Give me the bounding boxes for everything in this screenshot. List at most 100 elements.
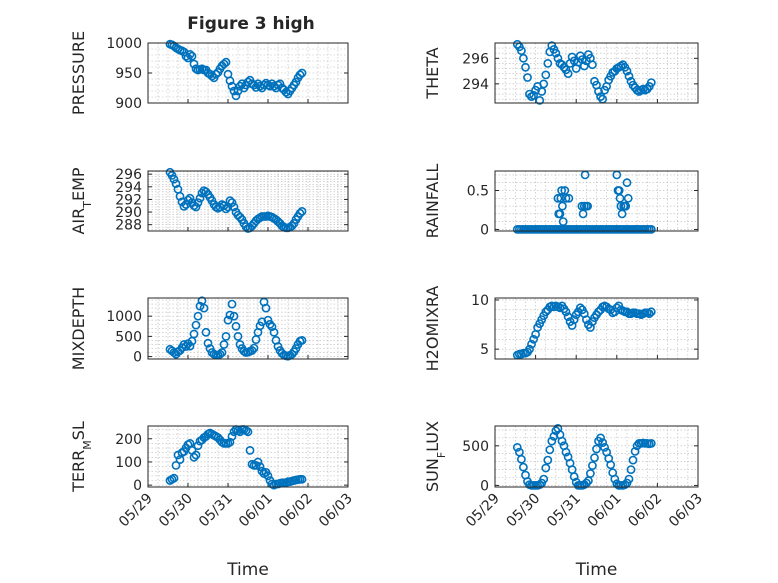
data-point: [630, 446, 640, 456]
x-axis-label: Time: [226, 560, 269, 580]
data-point: [231, 91, 241, 101]
x-tick-label: 06/03: [666, 491, 706, 531]
data-point: [275, 79, 285, 89]
data-point: [598, 438, 607, 447]
data-point: [185, 341, 195, 351]
figure-title: Figure 3 high: [187, 14, 315, 34]
data-point: [569, 56, 579, 66]
y-tick-label: 294: [462, 77, 489, 93]
x-tick-label: 05/30: [504, 491, 544, 531]
data-point: [257, 317, 267, 327]
data-point: [624, 474, 634, 484]
data-point: [191, 202, 201, 212]
data-point: [529, 334, 538, 344]
data-point: [297, 68, 307, 78]
data-point: [269, 327, 279, 337]
data-point: [586, 469, 595, 478]
axes-box: [494, 42, 699, 104]
y-axis-label: SUNFLUX: [423, 421, 448, 492]
data-point: [189, 452, 199, 462]
data-point: [169, 174, 179, 184]
data-point: [255, 462, 265, 471]
data-point: [620, 480, 630, 489]
y-tick-label: 1000: [106, 309, 142, 325]
data-point: [169, 473, 179, 483]
data-point: [561, 307, 571, 317]
axes-box: [147, 42, 349, 104]
data-point: [215, 349, 225, 359]
data-point: [561, 193, 571, 203]
x-tick-label: 05/31: [544, 491, 584, 531]
data-point: [535, 480, 545, 489]
data-point: [229, 202, 239, 212]
data-point: [610, 474, 620, 484]
y-tick-label: 200: [115, 432, 142, 448]
y-tick-label: 290: [115, 205, 142, 221]
data-point: [588, 60, 597, 70]
y-tick-label: 0: [133, 478, 142, 494]
data-point: [575, 303, 585, 313]
data-point: [171, 460, 181, 470]
data-point: [249, 343, 259, 353]
data-point: [624, 71, 634, 81]
data-point: [297, 335, 307, 345]
data-point: [541, 463, 551, 473]
data-point: [596, 433, 605, 443]
data-point: [229, 311, 239, 321]
data-point: [227, 81, 237, 91]
data-point: [229, 427, 239, 437]
data-point: [525, 344, 534, 354]
subplot-h2omixra: 5 10 H2OMIXRA: [423, 286, 699, 371]
data-point: [265, 319, 275, 329]
data-point: [257, 466, 267, 476]
data-point: [241, 222, 251, 231]
data-point: [253, 457, 263, 467]
y-tick-label: 100: [115, 455, 142, 471]
data-point: [189, 59, 199, 69]
data-point: [219, 59, 229, 69]
data-point: [606, 460, 616, 470]
data-point: [527, 339, 536, 349]
data-point: [563, 69, 573, 78]
data-point: [555, 209, 565, 219]
data-point: [225, 310, 235, 320]
y-axis-label: PRESSURE: [69, 31, 88, 115]
data-point: [600, 442, 609, 452]
data-point: [223, 315, 233, 325]
data-point: [646, 224, 656, 234]
data-point: [564, 193, 574, 203]
subplot-theta: 294 296 THETA: [423, 39, 699, 105]
x-tick-label: 06/02: [625, 491, 665, 531]
data-point: [225, 76, 235, 86]
y-tick-label: 5: [480, 342, 489, 358]
data-point: [249, 80, 259, 90]
data-point: [529, 90, 538, 100]
data-point: [646, 78, 656, 87]
data-point: [263, 471, 273, 481]
data-point: [217, 348, 227, 357]
data-point: [247, 346, 257, 355]
axes-box: [147, 425, 349, 488]
data-point: [281, 87, 291, 97]
data-point: [203, 338, 213, 348]
data-point: [523, 73, 532, 82]
data-point: [255, 321, 265, 331]
data-point: [267, 322, 277, 332]
data-point: [537, 87, 547, 96]
data-point: [193, 441, 203, 451]
y-axis-label: MIXDEPTH: [69, 287, 88, 370]
data-point: [547, 436, 557, 446]
data-point: [621, 201, 631, 211]
data-point: [233, 331, 243, 341]
data-point: [557, 436, 567, 446]
data-point: [543, 59, 553, 68]
y-tick-label: 0: [480, 222, 489, 238]
y-tick-label: 0: [133, 350, 142, 366]
data-point: [553, 53, 563, 63]
data-point: [295, 208, 305, 218]
data-point: [201, 327, 211, 337]
data-point: [646, 307, 656, 317]
